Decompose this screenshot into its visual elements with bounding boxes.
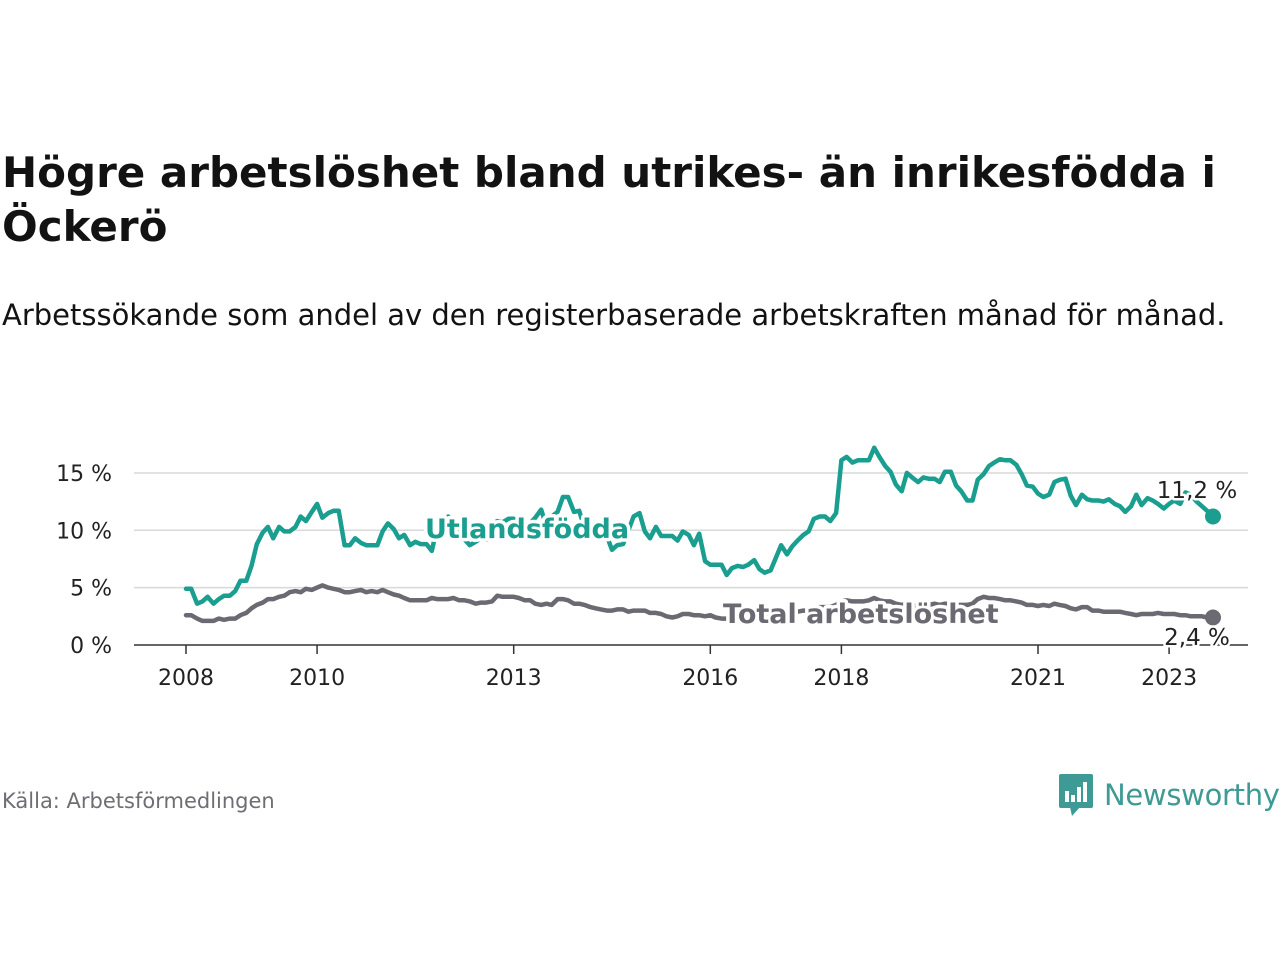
x-tick-label: 2023 xyxy=(1141,666,1197,691)
end-point-total xyxy=(1205,609,1221,626)
end-label-utlandsfodda: 11,2 % xyxy=(1157,478,1237,504)
y-tick-label: 0 % xyxy=(70,634,112,659)
x-tick-label: 2010 xyxy=(289,666,345,691)
y-axis-ticks: 0 % 5 % 10 % 15 % xyxy=(56,462,112,659)
x-tick-label: 2008 xyxy=(158,666,214,691)
end-label-total: 2,4 % xyxy=(1164,625,1230,651)
y-tick-label: 15 % xyxy=(56,462,112,487)
source-note: Källa: Arbetsförmedlingen xyxy=(2,789,275,813)
series-line-utlandsfodda xyxy=(183,445,1216,606)
line-chart: 0 %5 %10 %15 % 2008 2010 2013 2016 2018 2021 2… xyxy=(56,445,1248,691)
series-lines xyxy=(183,445,1221,626)
series-labels: Utlandsfödda Total arbetslöshet 11,2 % 2,4 … xyxy=(422,476,1240,654)
series-label-total: Total arbetslöshet xyxy=(723,599,999,630)
series-label-utlandsfodda: Utlandsfödda xyxy=(425,514,629,545)
brand-logo: Newsworthy xyxy=(1058,773,1280,817)
end-point-utlandsfodda xyxy=(1205,508,1221,525)
x-tick-label: 2013 xyxy=(486,666,542,691)
x-tick-label: 2021 xyxy=(1010,666,1066,691)
brand-name: Newsworthy xyxy=(1104,778,1280,812)
y-tick-label: 10 % xyxy=(56,519,112,544)
y-tick-label: 5 % xyxy=(70,577,112,602)
x-axis-ticks: 2008 2010 2013 2016 2018 2021 2023 xyxy=(158,645,1197,691)
newsworthy-logo-icon xyxy=(1059,774,1093,816)
x-tick-label: 2018 xyxy=(813,666,869,691)
chart-title: Högre arbetslöshet bland utrikes- än inr… xyxy=(2,148,1216,251)
series-line-total xyxy=(183,583,1216,624)
chart-subtitle: Arbetssökande som andel av den registerb… xyxy=(2,298,1226,332)
x-tick-label: 2016 xyxy=(682,666,738,691)
grid-lines xyxy=(134,472,1248,589)
